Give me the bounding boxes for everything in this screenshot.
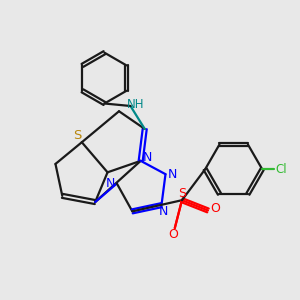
- Text: N: N: [158, 205, 168, 218]
- Text: NH: NH: [127, 98, 145, 111]
- Text: O: O: [168, 228, 178, 241]
- Text: O: O: [210, 202, 220, 215]
- Text: S: S: [73, 129, 81, 142]
- Text: N: N: [105, 177, 115, 190]
- Text: N: N: [143, 151, 152, 164]
- Text: S: S: [178, 187, 186, 200]
- Text: Cl: Cl: [275, 163, 286, 176]
- Text: N: N: [168, 168, 177, 181]
